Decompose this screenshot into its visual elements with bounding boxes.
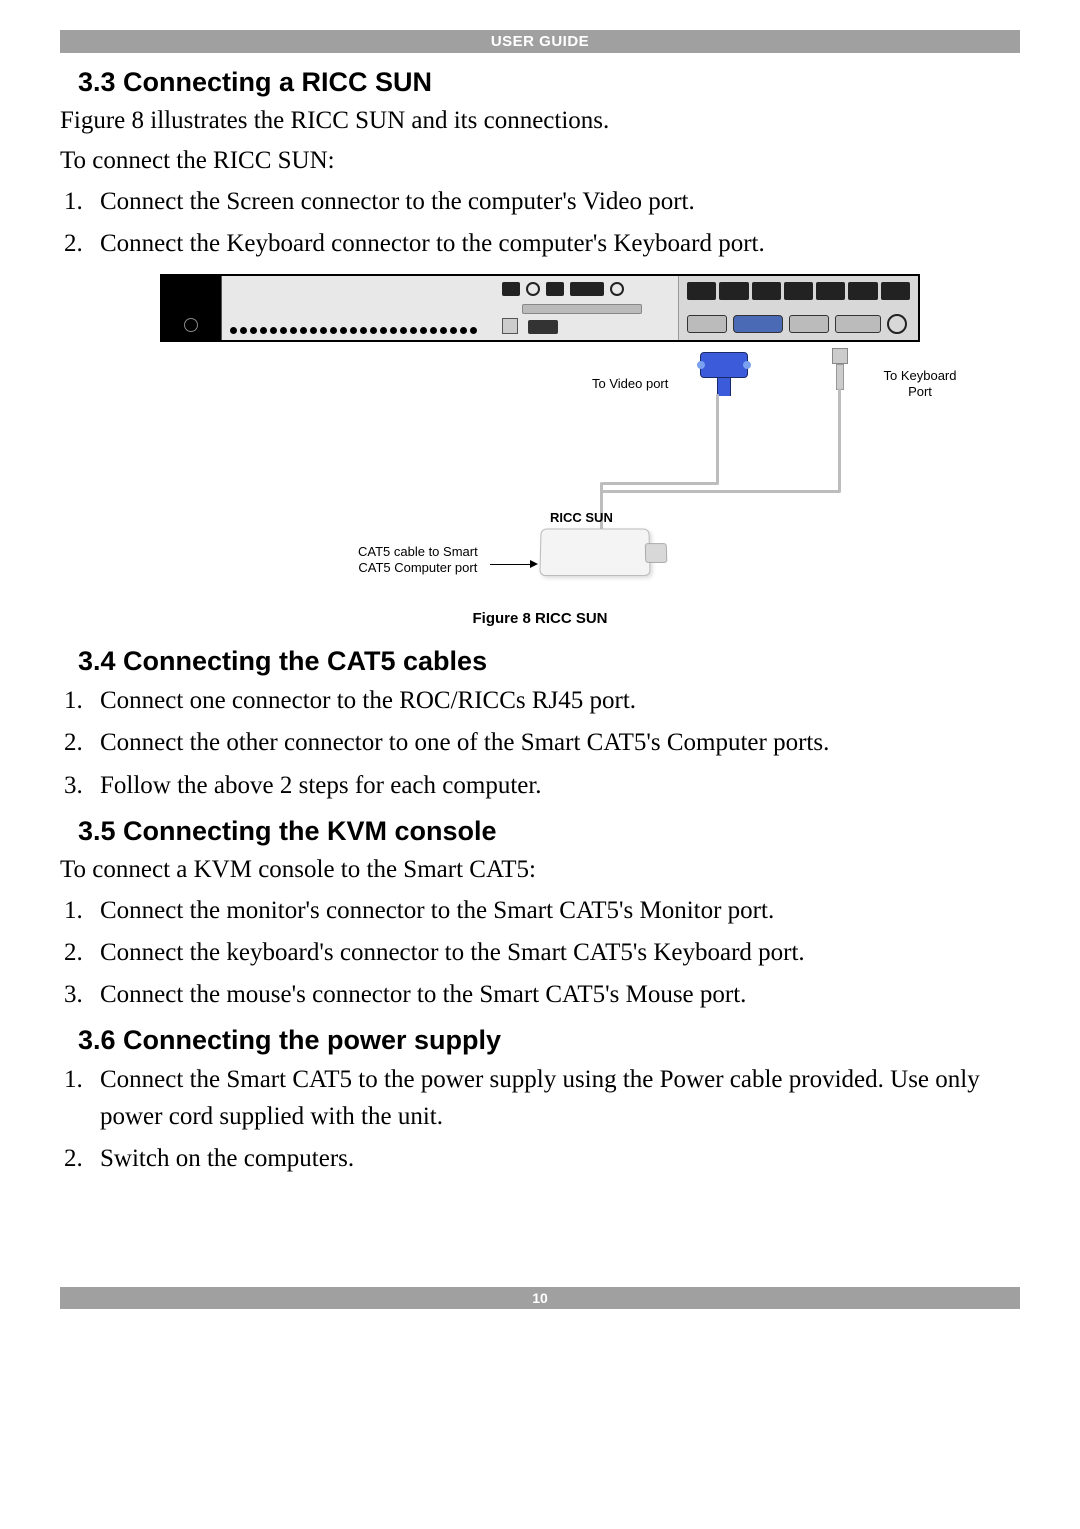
label-to-keyboard: To Keyboard Port [860, 368, 980, 399]
cable-icon [838, 388, 841, 492]
step-item: Connect the Screen connector to the comp… [60, 184, 1020, 220]
step-item: Connect the keyboard's connector to the … [60, 935, 1020, 971]
arrow-right-icon [530, 560, 538, 568]
vga-connector-icon [700, 352, 748, 396]
step-item: Connect one connector to the ROC/RICCs R… [60, 683, 1020, 719]
step-item: Connect the Smart CAT5 to the power supp… [60, 1062, 1020, 1135]
arrow-line-icon [490, 564, 530, 565]
steps-3-3: Connect the Screen connector to the comp… [60, 184, 1020, 263]
step-item: Switch on the computers. [60, 1141, 1020, 1177]
footer-bar: 10 [60, 1287, 1020, 1309]
device-panel-icon [160, 274, 920, 342]
heading-3-3: 3.3 Connecting a RICC SUN [78, 67, 1020, 98]
header-bar: USER GUIDE [60, 30, 1020, 53]
intro-3-5: To connect a KVM console to the Smart CA… [60, 853, 1020, 887]
cable-icon [716, 394, 719, 484]
label-cat5: CAT5 cable to Smart CAT5 Computer port [358, 544, 478, 575]
intro-3-3-b: To connect the RICC SUN: [60, 144, 1020, 178]
steps-3-4: Connect one connector to the ROC/RICCs R… [60, 683, 1020, 804]
steps-3-5: Connect the monitor's connector to the S… [60, 893, 1020, 1014]
intro-3-3-a: Figure 8 illustrates the RICC SUN and it… [60, 104, 1020, 138]
step-item: Connect the monitor's connector to the S… [60, 893, 1020, 929]
ricc-sun-module-icon [539, 528, 650, 576]
step-item: Connect the mouse's connector to the Sma… [60, 977, 1020, 1013]
keyboard-connector-icon [832, 348, 848, 390]
step-item: Connect the Keyboard connector to the co… [60, 226, 1020, 262]
cable-icon [602, 482, 719, 485]
heading-3-6: 3.6 Connecting the power supply [78, 1025, 1020, 1056]
heading-3-4: 3.4 Connecting the CAT5 cables [78, 646, 1020, 677]
label-ricc-sun: RICC SUN [550, 510, 613, 526]
steps-3-6: Connect the Smart CAT5 to the power supp… [60, 1062, 1020, 1177]
step-item: Connect the other connector to one of th… [60, 725, 1020, 761]
cable-icon [602, 490, 841, 493]
label-to-video: To Video port [592, 376, 668, 392]
heading-3-5: 3.5 Connecting the KVM console [78, 816, 1020, 847]
figure-caption: Figure 8 RICC SUN [160, 610, 920, 627]
figure-8: To Video port To Keyboard Port RICC SUN … [60, 274, 1020, 628]
step-item: Follow the above 2 steps for each comput… [60, 768, 1020, 804]
